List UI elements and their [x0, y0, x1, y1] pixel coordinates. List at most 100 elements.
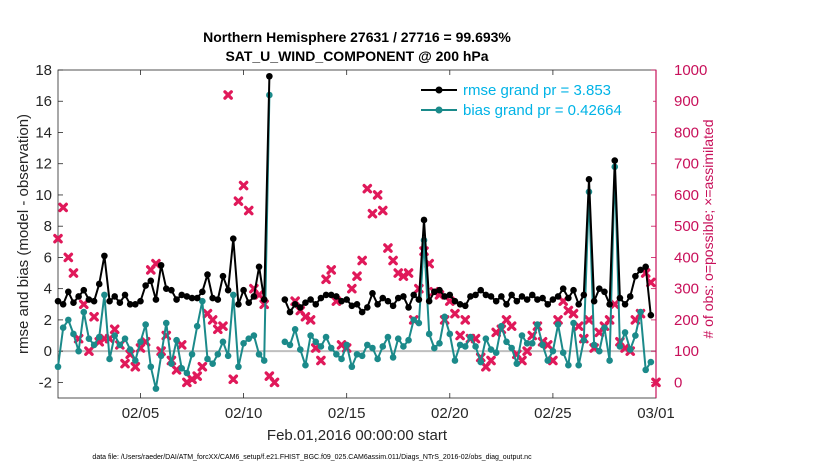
bias-point	[65, 316, 72, 324]
bias-point	[472, 343, 479, 350]
bias-point	[451, 357, 459, 364]
right-axis-label: # of obs: o=possible; ×=assimilated	[700, 119, 716, 338]
rmse-point	[384, 297, 392, 305]
bias-point	[358, 352, 366, 360]
bias-point	[461, 343, 469, 350]
chart-title-line2: SAT_U_WIND_COMPONENT @ 200 hPa	[225, 48, 488, 64]
obs-point	[604, 315, 615, 325]
obs-point	[130, 361, 141, 372]
bias-point	[353, 350, 361, 358]
rmse-point	[70, 299, 77, 307]
bias-point	[431, 344, 438, 352]
bias-point	[235, 363, 242, 371]
rmse-point	[472, 291, 479, 299]
obs-point	[553, 315, 563, 325]
obs-point	[377, 205, 388, 216]
rmse-point	[338, 297, 345, 305]
left-tick-label: -2	[39, 374, 52, 391]
rmse-point	[224, 286, 232, 294]
obs-point	[192, 371, 202, 381]
rmse-point	[621, 300, 629, 308]
obs-point	[58, 202, 68, 213]
obs-point	[316, 355, 326, 366]
left-tick-label: 8	[44, 218, 52, 235]
rmse-point	[394, 294, 402, 302]
bias-point	[647, 358, 655, 366]
bias-point	[188, 350, 196, 358]
bias-point	[348, 363, 356, 371]
bias-point	[95, 333, 103, 341]
bias-point	[369, 344, 376, 352]
rmse-point	[204, 271, 211, 278]
obs-point	[243, 205, 254, 216]
right-tick-label: 800	[674, 124, 699, 141]
bias-point	[291, 325, 299, 333]
bias-point	[364, 341, 371, 349]
bias-point	[168, 360, 175, 367]
rmse-point	[266, 72, 273, 80]
bias-point	[173, 336, 180, 344]
obs-point	[383, 243, 393, 253]
bias-point	[152, 385, 160, 392]
bias-point	[436, 340, 443, 347]
bias-point	[384, 333, 392, 341]
bias-point	[132, 357, 139, 364]
rmse-point	[235, 300, 242, 308]
rmse-point	[456, 300, 464, 308]
obs-point	[584, 315, 594, 325]
bias-point	[147, 363, 155, 371]
rmse-point	[255, 263, 263, 271]
rmse-point	[240, 286, 247, 294]
obs-point	[542, 340, 553, 350]
obs-point	[646, 277, 656, 288]
obs-point	[609, 299, 620, 310]
rmse-point	[554, 293, 562, 300]
bias-point	[482, 335, 490, 342]
x-axis-label: Feb.01,2016 00:00:00 start	[267, 427, 448, 444]
obs-point	[506, 321, 517, 331]
bias-point	[590, 341, 598, 349]
rmse-point	[364, 304, 371, 311]
rmse-point	[106, 297, 113, 305]
bias-point	[142, 321, 149, 328]
bias-point	[302, 361, 309, 369]
bias-point	[508, 344, 515, 352]
bias-point	[441, 313, 448, 321]
bias-point	[637, 308, 644, 316]
rmse-point	[85, 296, 93, 303]
bias-point	[565, 361, 572, 369]
bias-point	[162, 319, 170, 327]
rmse-point	[183, 293, 191, 300]
rmse-point	[281, 296, 289, 303]
rmse-point	[410, 291, 418, 299]
rmse-point	[245, 299, 253, 307]
rmse-point	[137, 297, 144, 305]
bias-point	[539, 341, 546, 349]
rmse-point	[173, 296, 180, 303]
rmse-point	[492, 297, 500, 305]
x-tick-label: 02/25	[534, 405, 572, 422]
obs-point	[326, 265, 337, 275]
bias-point	[126, 346, 134, 353]
rmse-point	[559, 285, 567, 292]
bias-point	[425, 330, 433, 338]
bias-point	[446, 330, 454, 338]
right-tick-label: 0	[674, 374, 682, 391]
rmse-point	[333, 293, 340, 300]
rmse-point	[528, 291, 536, 299]
rmse-point	[575, 300, 582, 308]
left-tick-label: 6	[44, 249, 52, 266]
rmse-point	[126, 300, 134, 308]
bias-point	[121, 335, 129, 342]
obs-point	[367, 208, 378, 219]
bias-point	[70, 330, 77, 338]
bias-point	[518, 332, 526, 339]
x-axis-ticks: 02/05 02/10 02/15 02/20 02/25 03/01	[122, 70, 675, 422]
obs-point	[176, 340, 187, 350]
rmse-point	[405, 304, 412, 311]
bias-point	[193, 322, 201, 330]
bias-point	[559, 349, 567, 357]
bias-point	[116, 341, 124, 349]
rmse-point	[121, 291, 129, 299]
